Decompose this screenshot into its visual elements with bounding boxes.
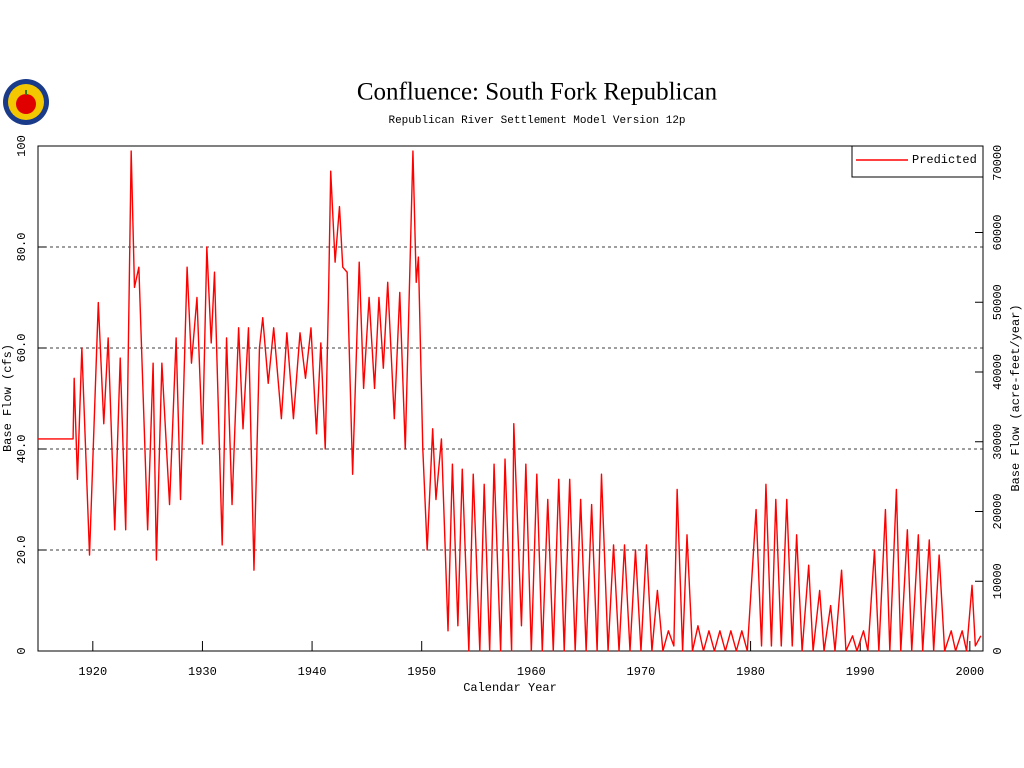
x-tick-label: 1950 (407, 665, 436, 679)
y2-tick-label: 60000 (991, 214, 1005, 250)
y2-tick-label: 70000 (991, 145, 1005, 181)
x-tick-label: 1930 (188, 665, 217, 679)
legend-box (851, 145, 984, 178)
y2-tick-label: 50000 (991, 284, 1005, 320)
logo-stem (25, 90, 27, 95)
y2-tick-label: 0 (991, 647, 1005, 654)
chart-title: Confluence: South Fork Republican (357, 79, 718, 106)
legend-label: Predicted (912, 153, 977, 167)
x-tick-label: 1920 (78, 665, 107, 679)
y-tick-label: 0 (15, 647, 29, 654)
y2-tick-label: 40000 (991, 354, 1005, 390)
x-tick-label: 1970 (627, 665, 656, 679)
data-line (38, 150, 982, 652)
logo-apple (16, 94, 36, 114)
y-tick-label: 20.0 (15, 536, 29, 565)
y2-tick-label: 10000 (991, 563, 1005, 599)
x-tick-label: 1980 (736, 665, 765, 679)
x-tick-label: 1960 (517, 665, 546, 679)
x-tick-label: 2000 (955, 665, 984, 679)
x-tick-label: 1990 (846, 665, 875, 679)
plot-frame (37, 145, 984, 652)
y2-axis-label: Base Flow (acre-feet/year) (1009, 304, 1023, 491)
y-tick-label: 100 (15, 135, 29, 157)
logo (3, 79, 49, 125)
y2-tick-label: 30000 (991, 424, 1005, 460)
chart-subtitle: Republican River Settlement Model Versio… (388, 115, 685, 127)
y-tick-label: 80.0 (15, 233, 29, 262)
x-tick-label: 1940 (298, 665, 327, 679)
x-axis-label: Calendar Year (463, 681, 557, 695)
y-tick-label: 60.0 (15, 334, 29, 363)
y-axis-label: Base Flow (cfs) (1, 344, 15, 452)
y-tick-label: 40.0 (15, 435, 29, 464)
y2-tick-label: 20000 (991, 493, 1005, 529)
